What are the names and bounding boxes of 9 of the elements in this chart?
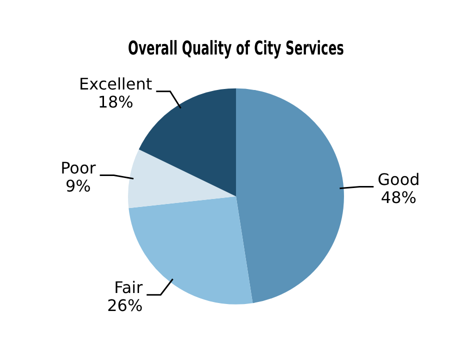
slice-label: Fair	[114, 278, 144, 298]
chart-title: Overall Quality of City Services	[128, 36, 344, 60]
slice-label: Good	[378, 170, 420, 189]
data-label: 48%	[380, 188, 416, 207]
slice-label: Poor	[60, 158, 96, 178]
data-label: 18%	[98, 92, 134, 112]
slice-label: Excellent	[79, 74, 152, 94]
data-label: 26%	[107, 296, 143, 316]
data-label: 9%	[66, 176, 91, 196]
